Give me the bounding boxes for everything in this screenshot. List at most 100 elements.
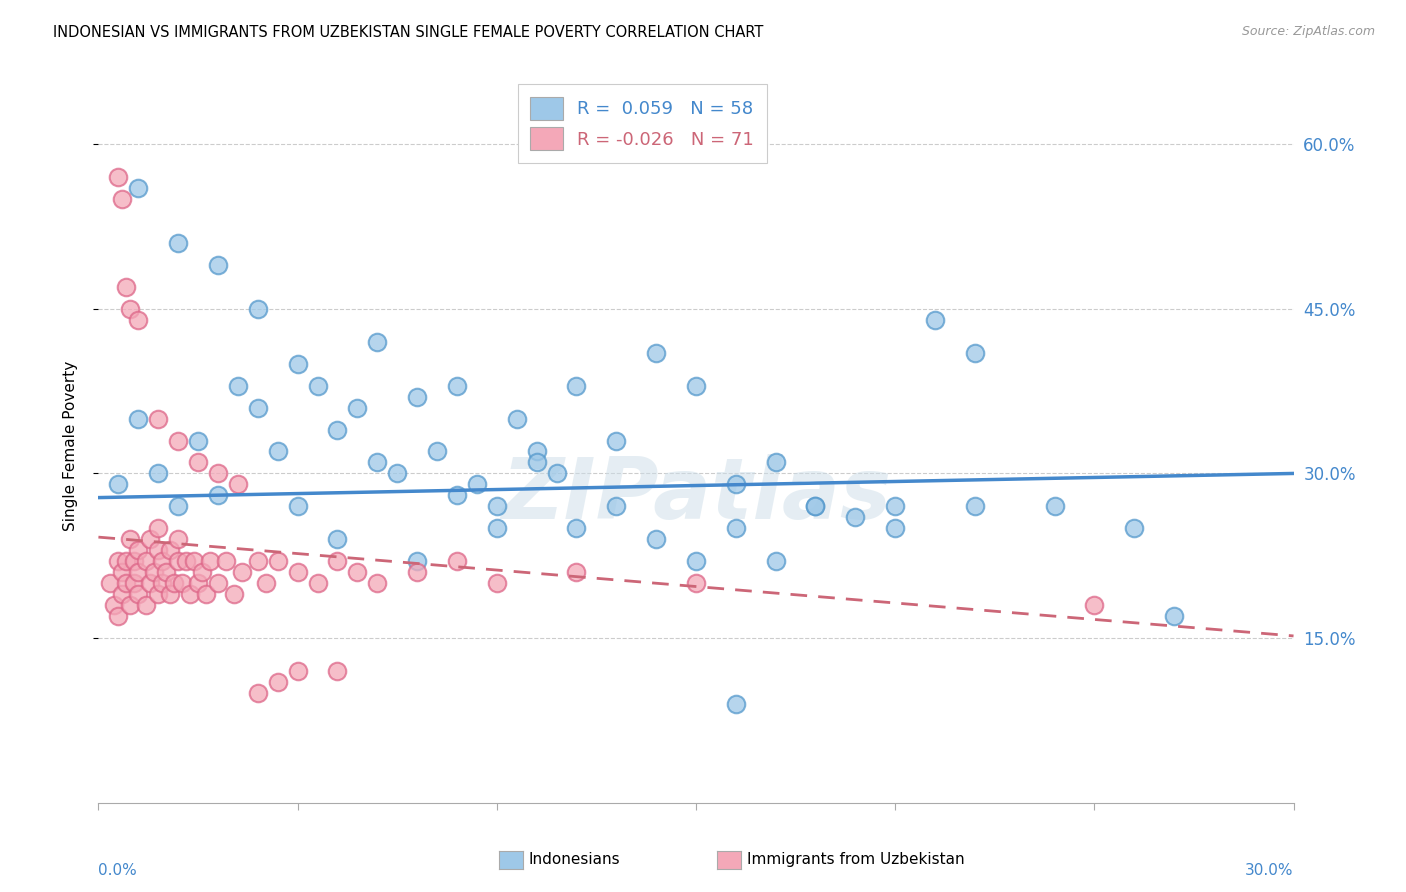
- Point: [143, 566, 166, 580]
- Point: [765, 455, 787, 469]
- Point: [127, 181, 149, 195]
- Point: [645, 533, 668, 547]
- Point: [135, 598, 157, 612]
- Y-axis label: Single Female Poverty: Single Female Poverty: [63, 361, 77, 531]
- Point: [179, 587, 201, 601]
- Point: [155, 566, 177, 580]
- Point: [207, 488, 229, 502]
- Point: [120, 533, 142, 547]
- Legend: R =  0.059   N = 58, R = -0.026   N = 71: R = 0.059 N = 58, R = -0.026 N = 71: [517, 84, 766, 163]
- Point: [191, 566, 214, 580]
- Point: [207, 467, 229, 481]
- Point: [485, 500, 508, 514]
- Point: [406, 390, 429, 404]
- Point: [685, 554, 707, 568]
- Point: [605, 500, 627, 514]
- Point: [215, 554, 238, 568]
- Point: [267, 444, 290, 458]
- Point: [385, 467, 409, 481]
- Point: [115, 576, 138, 591]
- Text: Immigrants from Uzbekistan: Immigrants from Uzbekistan: [747, 853, 965, 867]
- Point: [804, 500, 827, 514]
- Point: [1163, 609, 1185, 624]
- Point: [167, 500, 190, 514]
- Point: [127, 312, 149, 326]
- Point: [231, 566, 253, 580]
- Point: [924, 312, 946, 326]
- Point: [465, 477, 488, 491]
- Point: [127, 587, 149, 601]
- Point: [107, 169, 129, 184]
- Point: [167, 434, 190, 448]
- Point: [287, 664, 309, 678]
- Point: [111, 566, 134, 580]
- Point: [111, 587, 134, 601]
- Point: [148, 587, 170, 601]
- Point: [724, 697, 747, 711]
- Text: Indonesians: Indonesians: [529, 853, 620, 867]
- Point: [187, 434, 209, 448]
- Text: ZIPatlas: ZIPatlas: [501, 454, 891, 538]
- Point: [111, 192, 134, 206]
- Point: [107, 554, 129, 568]
- Point: [963, 500, 986, 514]
- Point: [246, 554, 269, 568]
- Point: [246, 686, 269, 700]
- Point: [103, 598, 125, 612]
- Point: [167, 533, 190, 547]
- Point: [222, 587, 245, 601]
- Point: [685, 576, 707, 591]
- Point: [765, 554, 787, 568]
- Point: [884, 521, 907, 535]
- Point: [446, 378, 468, 392]
- Point: [207, 576, 229, 591]
- Point: [107, 477, 129, 491]
- Point: [207, 258, 229, 272]
- Point: [150, 576, 173, 591]
- Point: [167, 235, 190, 250]
- Point: [148, 467, 170, 481]
- Point: [526, 444, 548, 458]
- Point: [546, 467, 568, 481]
- Point: [426, 444, 449, 458]
- Point: [346, 401, 368, 415]
- Point: [446, 554, 468, 568]
- Point: [187, 455, 209, 469]
- Point: [287, 357, 309, 371]
- Point: [1043, 500, 1066, 514]
- Point: [139, 533, 162, 547]
- Point: [346, 566, 368, 580]
- Point: [485, 521, 508, 535]
- Point: [1083, 598, 1105, 612]
- Point: [724, 521, 747, 535]
- Point: [172, 576, 194, 591]
- Point: [148, 543, 170, 558]
- Text: 30.0%: 30.0%: [1246, 863, 1294, 879]
- Point: [124, 576, 146, 591]
- Point: [804, 500, 827, 514]
- Point: [287, 566, 309, 580]
- Point: [163, 576, 186, 591]
- Point: [307, 378, 329, 392]
- Point: [135, 554, 157, 568]
- Point: [226, 477, 249, 491]
- Point: [366, 576, 388, 591]
- Point: [645, 345, 668, 359]
- Point: [267, 675, 290, 690]
- Point: [366, 334, 388, 349]
- Point: [167, 554, 190, 568]
- Point: [120, 598, 142, 612]
- Text: 0.0%: 0.0%: [98, 863, 138, 879]
- Point: [963, 345, 986, 359]
- Point: [246, 401, 269, 415]
- Point: [326, 423, 349, 437]
- Point: [148, 411, 170, 425]
- Point: [124, 554, 146, 568]
- Point: [1123, 521, 1146, 535]
- Point: [565, 521, 588, 535]
- Point: [127, 411, 149, 425]
- Point: [246, 301, 269, 316]
- Point: [565, 566, 588, 580]
- Point: [267, 554, 290, 568]
- Point: [127, 566, 149, 580]
